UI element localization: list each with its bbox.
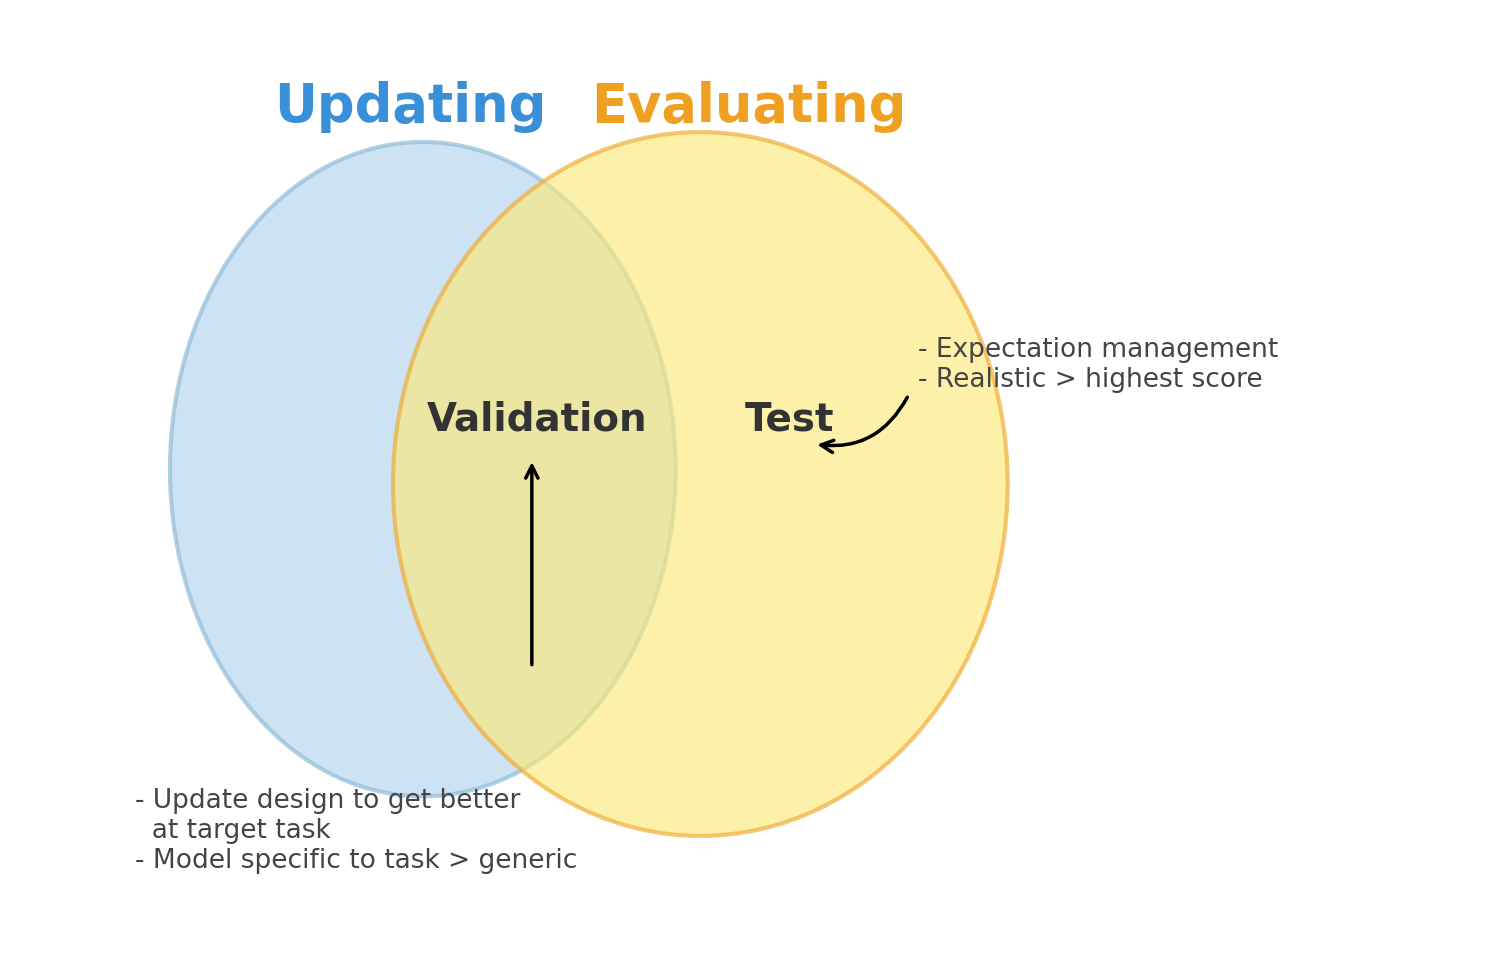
Ellipse shape bbox=[169, 142, 676, 797]
Text: Test: Test bbox=[744, 400, 834, 439]
Ellipse shape bbox=[392, 132, 1008, 836]
Text: Updating: Updating bbox=[273, 81, 547, 134]
Text: - Expectation management
- Realistic > highest score: - Expectation management - Realistic > h… bbox=[918, 337, 1279, 393]
Text: Validation: Validation bbox=[426, 400, 646, 439]
Text: - Update design to get better
  at target task
- Model specific to task > generi: - Update design to get better at target … bbox=[135, 788, 578, 874]
Text: Evaluating: Evaluating bbox=[591, 81, 906, 134]
